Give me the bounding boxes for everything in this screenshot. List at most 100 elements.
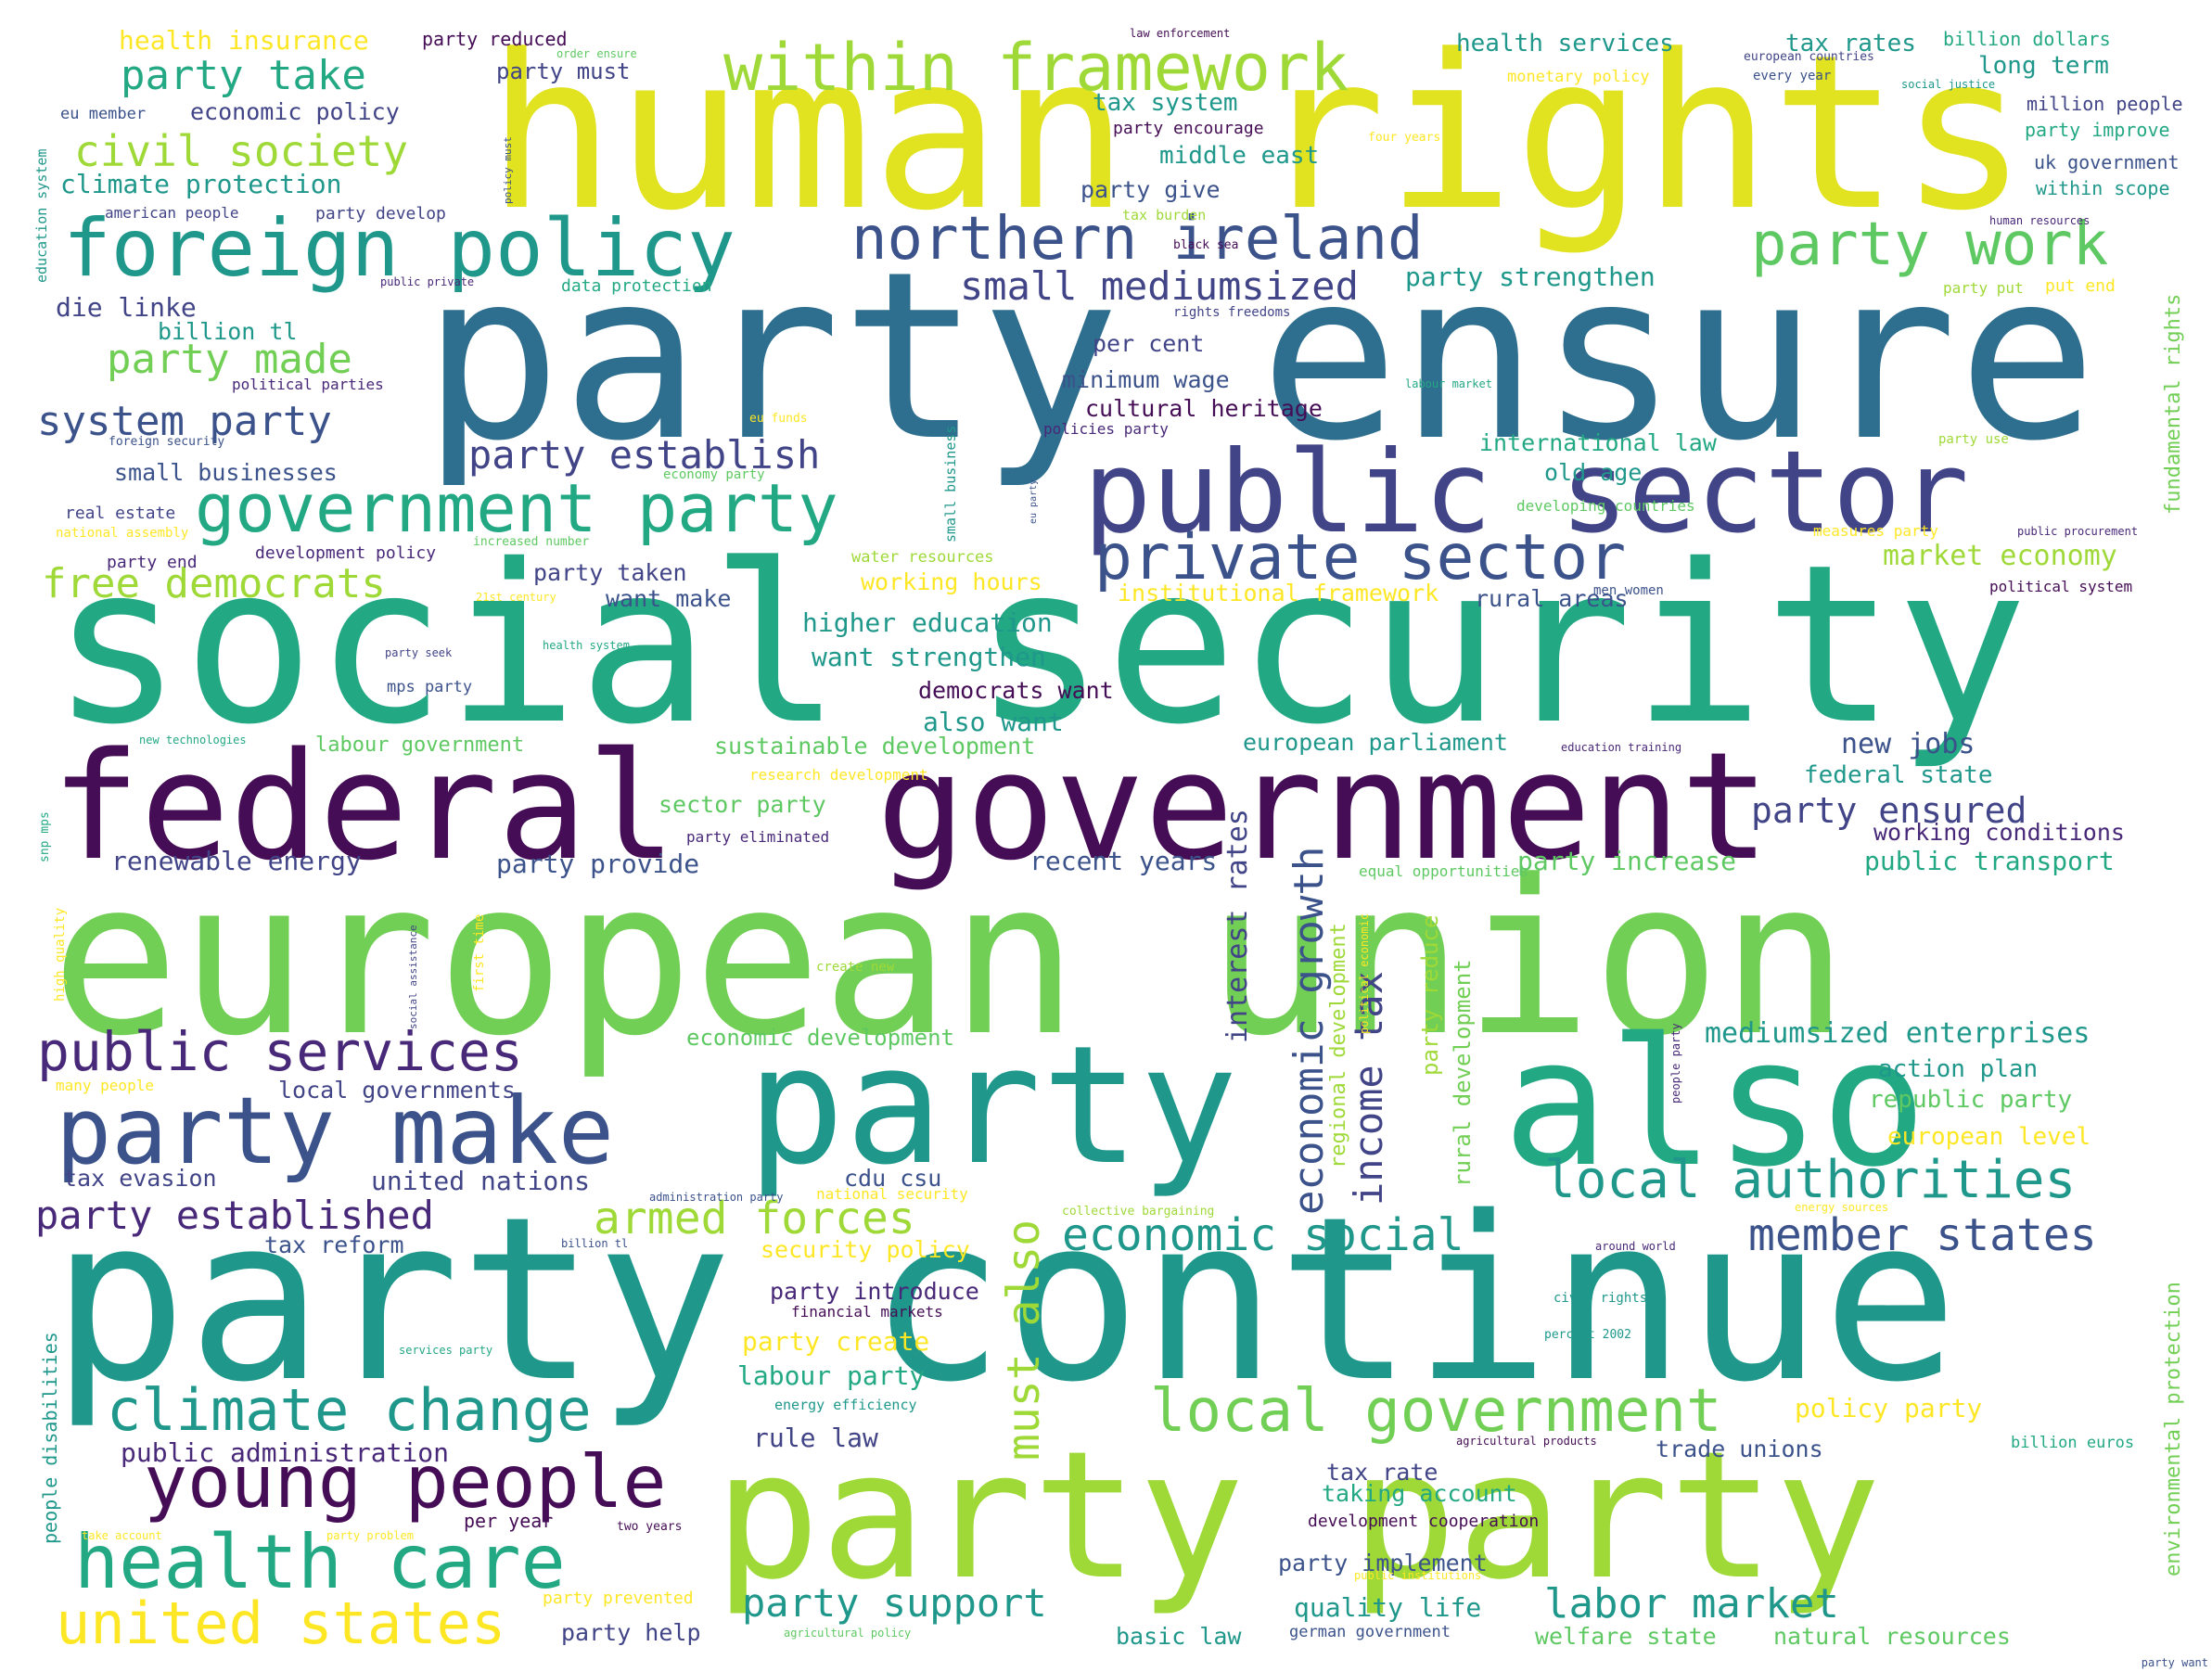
word-political-system: public procurement — [2017, 525, 2139, 538]
word-uk-government: uk government — [2034, 151, 2180, 173]
word-tax-system: tax system — [1093, 89, 1238, 117]
word-united-nations: united nations — [371, 1166, 591, 1196]
word-northern-ireland: northern ireland — [851, 205, 1424, 274]
word-research-development: snp mps — [38, 811, 52, 862]
word-billion-tl: billion tl — [158, 318, 298, 345]
word-public-private: public private — [380, 275, 475, 288]
word-social-justice: social justice — [1901, 78, 1996, 91]
word-services-party: services party — [399, 1344, 493, 1357]
word-foreign-security: foreign security — [109, 435, 225, 449]
word-party-established: party established — [35, 1193, 434, 1238]
word-government-party: government party — [195, 469, 838, 547]
word-want-strengthen: want strengthen — [812, 642, 1046, 672]
word-party-want: party want — [2141, 1656, 2208, 1669]
word-increased-number: increased number — [473, 535, 590, 549]
word-party-ensure: party ensure — [422, 222, 2098, 491]
word-policies-party: policies party — [1043, 420, 1169, 438]
word-billion-euros: billion euros — [2011, 1434, 2135, 1452]
word-taking-account: taking account — [1322, 1480, 1517, 1507]
word-rights-freedoms: rights freedoms — [1173, 305, 1291, 320]
word-party-seek: party seek — [385, 646, 453, 659]
word-civil-society: civil society — [74, 126, 409, 176]
word-die-linke: die linke — [56, 292, 197, 323]
word-education-system: education system — [33, 148, 50, 284]
word-european-level: european level — [1887, 1123, 2091, 1151]
word-small-mediumsized: small mediumsized — [960, 263, 1359, 309]
word-health-services: health services — [1456, 30, 1674, 57]
word-want-make: want make — [606, 585, 732, 612]
word-financial-markets: financial markets — [791, 1303, 943, 1321]
word-higher-education: higher education — [802, 607, 1053, 638]
word-monetary-policy: monetary policy — [1507, 68, 1650, 86]
word-billion-tl-small: billion tl — [561, 1237, 629, 1250]
word-party-support: party support — [742, 1580, 1047, 1626]
word-take-account: take account — [82, 1529, 162, 1542]
word-german-government: german government — [1289, 1623, 1451, 1641]
word-party-provide: party provide — [496, 849, 700, 879]
word-data-protection: data protection — [561, 276, 712, 296]
word-party-reduce: party reduce — [1417, 914, 1443, 1076]
word-development-policy: development policy — [255, 543, 437, 563]
word-party-end: party end — [107, 553, 198, 572]
word-recent-years: recent years — [1029, 846, 1218, 876]
word-health-insurance: health insurance — [119, 25, 369, 56]
word-economic-growth: economic growth — [1285, 846, 1333, 1215]
word-party-take: party take — [121, 52, 366, 99]
word-climate-protection: climate protection — [60, 169, 342, 199]
word-working-hours: working hours — [861, 568, 1042, 595]
word-human-resources: human resources — [1989, 214, 2091, 227]
word-party-implement: party implement — [1278, 1550, 1488, 1576]
word-mps-party: mps party — [387, 678, 473, 696]
word-local-government: local government — [1150, 1377, 1722, 1446]
word-fundamental-rights: fundamental rights — [2162, 293, 2185, 515]
word-mediumsized-enterprises: mediumsized enterprises — [1705, 1017, 2091, 1050]
word-sector-party: sector party — [658, 791, 826, 818]
word-people-disabilities: people disabilities — [39, 1332, 61, 1544]
word-social-security: social security — [51, 517, 2028, 772]
word-equal-opportunities: high quality — [53, 907, 68, 1002]
word-many-people: equal opportunities — [1359, 862, 1529, 880]
word-political-economic: collective bargaining — [1062, 1205, 1215, 1219]
word-party-work: party work — [1751, 211, 2109, 279]
word-party-put: party put — [1943, 279, 2024, 297]
word-party-help: party help — [561, 1619, 701, 1646]
word-private-sector: private sector — [1094, 521, 1627, 594]
word-political-parties: political parties — [232, 376, 384, 393]
word-party-made: party made — [107, 336, 352, 383]
word-civil-rights: civil rights — [1554, 1291, 1648, 1306]
word-working-conditions: working conditions — [1873, 819, 2125, 846]
word-party-improve: party improve — [2025, 119, 2170, 141]
word-interest-rates: interest rates — [1221, 809, 1254, 1043]
word-within-framework: within framework — [723, 30, 1349, 106]
word-party-eliminated: party eliminated — [686, 828, 830, 846]
word-rural-development: rural development — [1450, 959, 1476, 1187]
word-federal-state: federal state — [1804, 761, 1993, 789]
word-collective-bargaining: political economic — [1358, 913, 1371, 1034]
word-national-security: people party — [1669, 1023, 1682, 1104]
word-health-system: health system — [543, 639, 630, 652]
word-21st-century: 21st century — [476, 591, 556, 604]
word-cultural-heritage: cultural heritage — [1085, 395, 1323, 422]
word-free-democrats: free democrats — [42, 560, 386, 607]
word-administration-party: first time — [472, 913, 487, 992]
word-black-sea: black sea — [1173, 238, 1239, 252]
word-million-people: million people — [2027, 93, 2183, 115]
word-men-women: men women — [1593, 583, 1664, 598]
word-party-reduced: party reduced — [422, 28, 568, 50]
word-environmental-protection: environmental protection — [2162, 1282, 2185, 1576]
word-party-problem: party problem — [326, 1529, 414, 1542]
word-agricultural-products: agricultural products — [1456, 1435, 1597, 1448]
word-create-new: research development — [749, 766, 928, 784]
word-real-estate: real estate — [65, 504, 176, 523]
word-middle-east: middle east — [1159, 142, 1320, 170]
word-cdu-csu: cdu csu — [844, 1165, 942, 1192]
word-labour-party: labour party — [737, 1360, 926, 1391]
word-development-cooperation: development cooperation — [1308, 1512, 1540, 1531]
word-around-world: around world — [1595, 1240, 1676, 1253]
word-local-authorities: local authorities — [1544, 1150, 2077, 1210]
word-party: party — [747, 1011, 1238, 1201]
word-also: also — [1502, 1001, 1927, 1206]
word-rural-areas: rural areas — [1475, 585, 1629, 612]
word-local-governments: local governments — [278, 1077, 516, 1104]
word-developing-countries: small business — [942, 425, 959, 542]
